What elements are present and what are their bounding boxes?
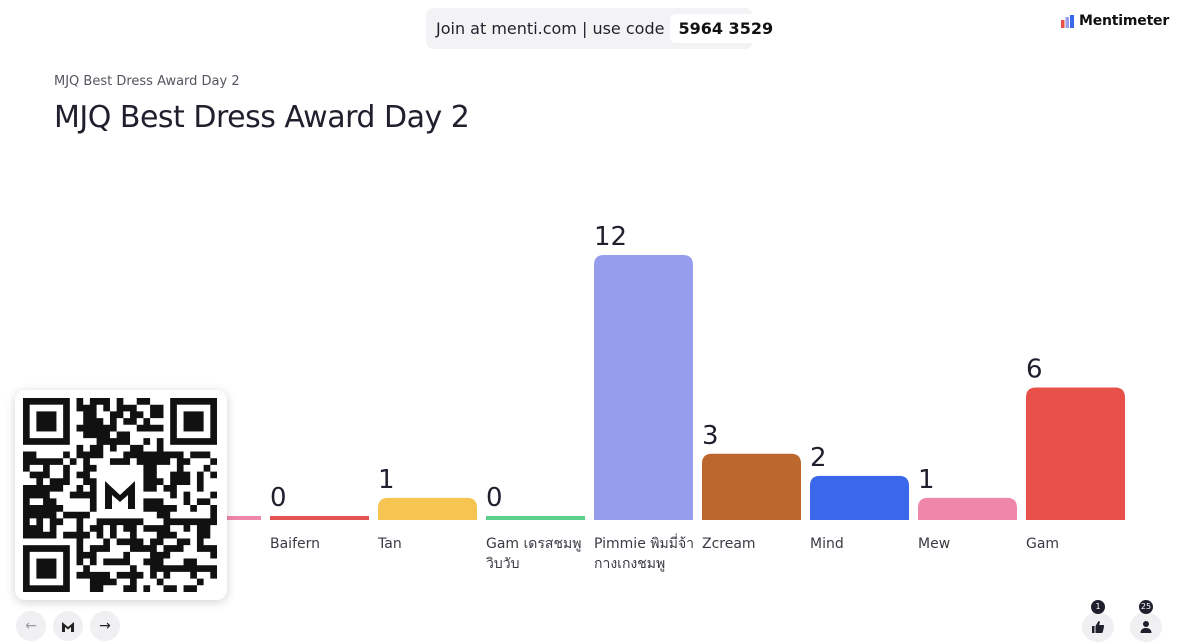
participants-count-badge: 25: [1139, 600, 1153, 614]
qr-finder-pattern: [23, 545, 70, 592]
partially-hidden-bar: [200, 516, 261, 520]
bar-category-label: Gam: [1026, 536, 1059, 552]
slide-subtitle: MJQ Best Dress Award Day 2: [54, 74, 240, 89]
bar-category-label: Mind: [810, 536, 844, 552]
previous-slide-button[interactable]: ←: [16, 611, 46, 641]
likes-button[interactable]: [1082, 612, 1114, 642]
join-instructions: Join at menti.com | use code 5964 3529: [426, 8, 782, 49]
next-slide-button[interactable]: →: [90, 611, 120, 641]
arrow-right-icon: →: [99, 618, 111, 634]
bar-category-label: Baifern: [270, 536, 320, 552]
mentimeter-logo-icon: [1061, 14, 1074, 28]
bar-6: [810, 475, 909, 520]
qr-finder-pattern: [23, 398, 70, 445]
mentimeter-logo-icon: [62, 621, 74, 632]
bar-value-label: 6: [1026, 355, 1043, 385]
qr-center-logo: [105, 481, 135, 509]
qr-code-card: [15, 390, 227, 600]
slide-title: MJQ Best Dress Award Day 2: [54, 100, 470, 135]
bar-value-label: 12: [594, 222, 627, 252]
bar-3: [486, 516, 585, 520]
likes-count-badge: 1: [1091, 600, 1105, 614]
join-text: Join at menti.com | use code: [436, 19, 665, 38]
participants-button[interactable]: [1130, 612, 1162, 642]
bar-8: [1026, 387, 1125, 520]
bar-value-label: 1: [918, 465, 935, 495]
mentimeter-brand: Mentimeter: [1061, 12, 1169, 30]
arrow-left-icon: ←: [25, 618, 37, 634]
home-button[interactable]: [53, 611, 83, 641]
bar-1: [270, 516, 369, 520]
bar-value-label: 1: [378, 465, 395, 495]
bar-2: [378, 497, 477, 520]
thumbs-up-icon: [1092, 621, 1105, 633]
brand-name: Mentimeter: [1079, 13, 1170, 29]
bar-5: [702, 453, 801, 520]
bar-4: [594, 255, 693, 520]
bar-category-label: Zcream: [702, 536, 756, 552]
qr-finder-pattern: [170, 398, 217, 445]
bar-value-label: 2: [810, 443, 827, 473]
bar-value-label: 0: [486, 483, 503, 513]
bar-category-label: Pimmie พิมมี่จ้ากางเกงชมพู: [594, 534, 694, 572]
bar-category-label: Mew: [918, 536, 950, 552]
bar-value-label: 3: [702, 421, 719, 451]
bar-category-label: Tan: [377, 536, 402, 552]
person-icon: [1140, 621, 1152, 633]
join-code: 5964 3529: [670, 14, 782, 43]
bar-category-label: Gam เดรสชมพูวิบวับ: [486, 536, 582, 572]
bar-7: [918, 497, 1017, 520]
bar-value-label: 0: [270, 483, 287, 513]
qr-modules: [23, 398, 217, 592]
qr-code-icon: [23, 398, 217, 592]
